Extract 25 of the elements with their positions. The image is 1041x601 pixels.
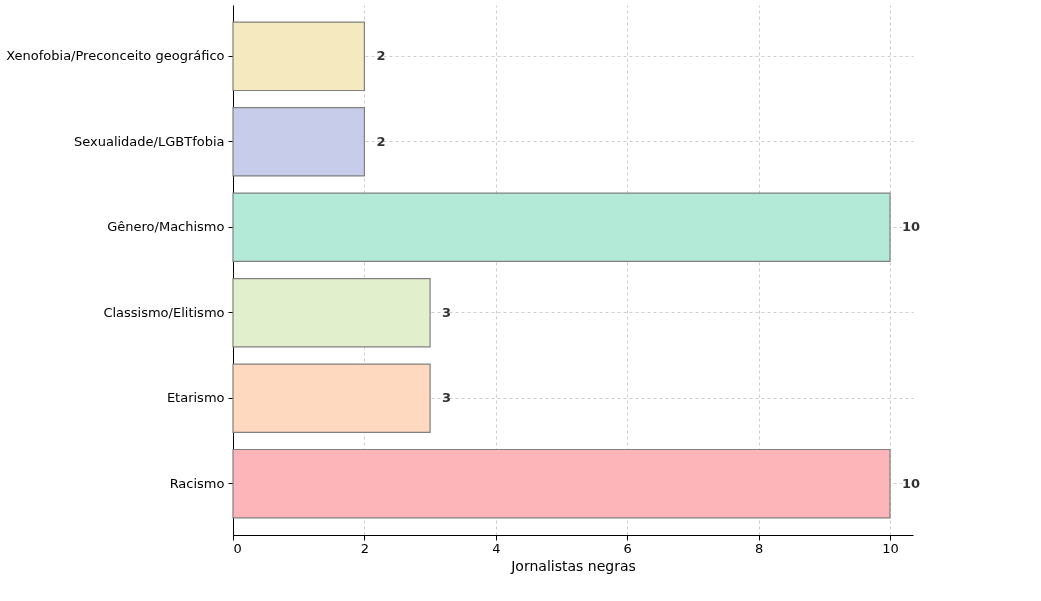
data-label: 3 (442, 390, 452, 406)
x-tick-label: 6 (623, 540, 632, 556)
x-tick-label: 10 (882, 540, 899, 556)
y-tick-label: Racismo (169, 475, 225, 491)
data-label: 2 (376, 48, 386, 64)
y-tick-label: Gênero/Machismo (107, 219, 225, 235)
y-tick-label: Classismo/Elitismo (103, 304, 225, 320)
x-axis-title: Jornalistas negras (510, 557, 636, 574)
data-label: 10 (902, 475, 921, 491)
y-tick-label: Etarismo (166, 390, 225, 406)
y-tick-label: Xenofobia/Preconceito geográfico (6, 48, 225, 64)
bar (232, 21, 365, 92)
x-tick-label: 2 (360, 540, 370, 556)
bar (232, 192, 891, 263)
bar (232, 363, 431, 434)
data-label: 10 (902, 219, 921, 235)
data-label: 2 (376, 133, 386, 149)
bar (232, 448, 891, 519)
y-tick-label: Sexualidade/LGBTfobia (73, 133, 225, 149)
bar (232, 106, 365, 177)
x-tick-label: 8 (754, 540, 764, 556)
x-tick-label: 4 (492, 540, 501, 556)
x-tick-label: 0 (233, 540, 242, 556)
bar (232, 277, 431, 348)
data-label: 3 (442, 304, 452, 320)
